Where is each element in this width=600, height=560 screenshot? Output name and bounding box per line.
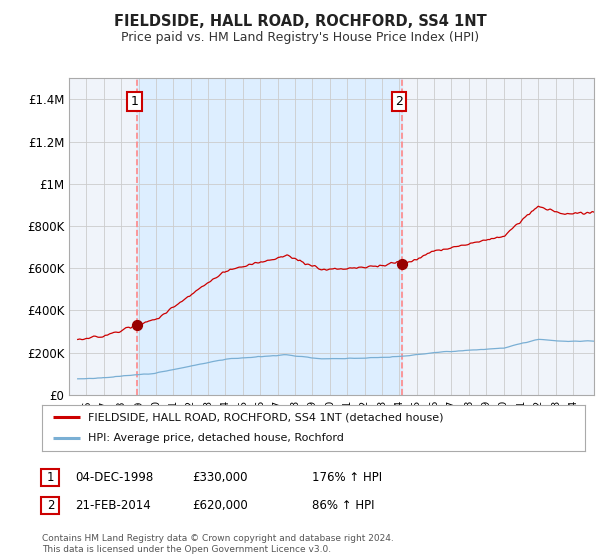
Text: FIELDSIDE, HALL ROAD, ROCHFORD, SS4 1NT: FIELDSIDE, HALL ROAD, ROCHFORD, SS4 1NT bbox=[113, 14, 487, 29]
Text: 2: 2 bbox=[47, 498, 54, 512]
Text: 86% ↑ HPI: 86% ↑ HPI bbox=[312, 498, 374, 512]
Text: £330,000: £330,000 bbox=[192, 470, 248, 484]
Text: 1: 1 bbox=[131, 95, 139, 108]
Text: Contains HM Land Registry data © Crown copyright and database right 2024.: Contains HM Land Registry data © Crown c… bbox=[42, 534, 394, 543]
Text: HPI: Average price, detached house, Rochford: HPI: Average price, detached house, Roch… bbox=[88, 433, 344, 444]
Text: 1: 1 bbox=[47, 470, 54, 484]
Text: FIELDSIDE, HALL ROAD, ROCHFORD, SS4 1NT (detached house): FIELDSIDE, HALL ROAD, ROCHFORD, SS4 1NT … bbox=[88, 412, 443, 422]
Text: Price paid vs. HM Land Registry's House Price Index (HPI): Price paid vs. HM Land Registry's House … bbox=[121, 31, 479, 44]
Text: 21-FEB-2014: 21-FEB-2014 bbox=[75, 498, 151, 512]
Point bbox=[397, 259, 406, 268]
Text: 04-DEC-1998: 04-DEC-1998 bbox=[75, 470, 153, 484]
Text: This data is licensed under the Open Government Licence v3.0.: This data is licensed under the Open Gov… bbox=[42, 545, 331, 554]
Bar bbox=[137, 78, 401, 395]
Text: 2: 2 bbox=[395, 95, 403, 108]
Text: £620,000: £620,000 bbox=[192, 498, 248, 512]
Point bbox=[133, 321, 142, 330]
Text: 176% ↑ HPI: 176% ↑ HPI bbox=[312, 470, 382, 484]
